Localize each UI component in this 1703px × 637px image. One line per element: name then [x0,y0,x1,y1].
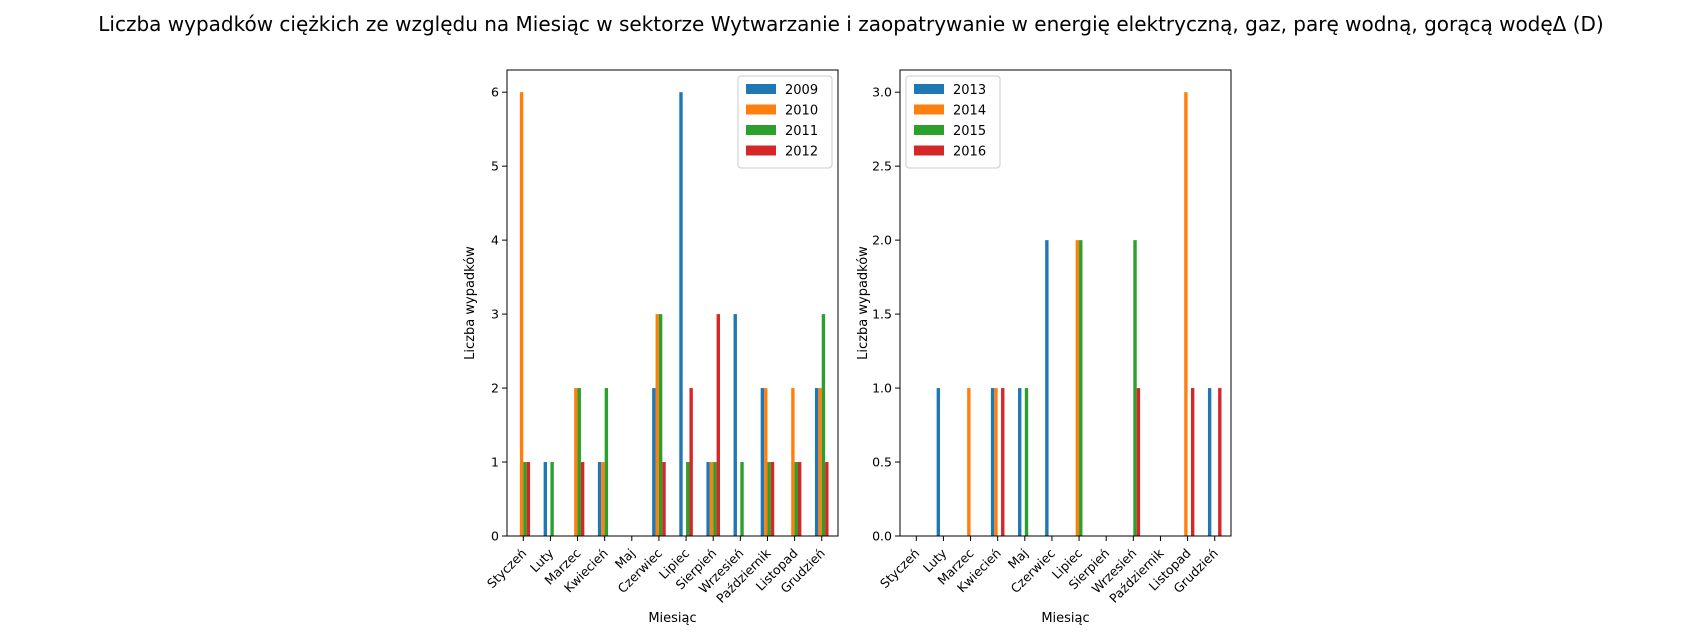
legend-label-2016: 2016 [953,145,986,160]
legend-swatch-2010 [746,104,776,115]
figure-title: Liczba wypadków ciężkich ze względu na M… [98,12,1603,36]
legend-swatch-2016 [914,145,944,156]
bar-2010-Listopad [791,388,795,536]
bar-2014-Listopad [1184,92,1188,536]
bar-2012-Marzec [580,462,585,536]
bar-2009-Październik [760,388,765,536]
legend: 2013 2014 2015 2016 [905,75,1001,169]
bar-2012-Grudzień [825,462,829,536]
plot-frame [899,69,1232,537]
bar-2010-Czerwiec [655,314,659,536]
bar-2011-Marzec [577,388,581,536]
legend-swatch-2009 [746,84,776,94]
legend: 2009 2010 2011 2012 [737,75,833,169]
bar-2010-Grudzień [818,388,822,536]
y-tick-label: 5 [491,159,499,174]
bar-2016-Listopad [1190,388,1195,536]
y-tick-label: 1.5 [872,307,892,322]
bar-2012-Sierpień [716,314,720,536]
bar-2013-Kwiecień [990,388,995,536]
legend-label-2014: 2014 [953,104,986,119]
y-tick-label: 1.0 [872,381,892,396]
legend-swatch-2015 [914,125,944,135]
bar-2013-Czerwiec [1045,240,1049,536]
y-tick-label: 6 [491,85,499,100]
bar-2015-Wrzesień [1133,240,1137,536]
x-axis-label: Miesiąc [648,611,696,626]
y-axis: 0 1 2 3 4 5 6 [491,85,507,544]
y-tick-label: 2.0 [872,233,892,248]
bar-2011-Listopad [794,462,798,536]
bar-2011-Luty [550,462,554,536]
plot-frame [506,69,839,537]
bar-2011-Grudzień [821,314,826,536]
legend-label-2010: 2010 [785,104,818,119]
bar-2016-Grudzień [1218,388,1222,536]
legend-swatch-2013 [914,84,944,94]
legend-label-2012: 2012 [785,145,818,160]
bar-2009-Kwiecień [597,462,602,536]
bar-2009-Lipiec [679,92,683,536]
bar-2009-Sierpień [706,462,710,536]
bar-2011-Kwiecień [604,388,609,536]
bar-2016-Kwiecień [1001,388,1005,536]
bar-2011-Październik [767,462,771,536]
y-tick-label: 0 [491,529,499,544]
legend-box [737,75,833,169]
bar-2014-Marzec [967,388,971,536]
y-tick-label: 2 [491,381,499,396]
bar-2013-Maj [1018,388,1022,536]
bar-2012-Styczeń [526,462,531,536]
legend-label-2009: 2009 [785,83,818,98]
bar-2010-Styczeń [519,92,524,536]
y-tick-label: 3.0 [872,85,892,100]
bar-2011-Lipiec [686,462,690,536]
bar-2015-Maj [1024,388,1029,536]
y-tick-label: 3 [491,307,499,322]
bar-2009-Grudzień [814,388,819,536]
bar-2010-Sierpień [709,462,714,536]
bars [519,92,829,536]
y-axis: 0.0 0.5 1.0 1.5 2.0 2.5 3.0 [872,85,900,544]
x-axis-label: Miesiąc [1041,611,1089,626]
y-axis-label: Liczba wypadków [856,246,871,360]
bar-2011-Styczeń [523,462,527,536]
bar-2013-Luty [936,388,941,536]
bar-2011-Sierpień [713,462,717,536]
bar-2011-Wrzesień [740,462,744,536]
y-tick-label: 4 [491,233,499,248]
bar-2013-Grudzień [1207,388,1212,536]
bar-2010-Kwiecień [601,462,605,536]
y-tick-label: 1 [491,455,499,470]
legend-swatch-2011 [746,125,776,135]
legend-label-2013: 2013 [953,83,986,98]
y-tick-label: 0.5 [872,455,892,470]
legend-label-2015: 2015 [953,124,986,139]
bar-2014-Kwiecień [994,388,998,536]
legend-label-2011: 2011 [785,124,818,139]
bar-2016-Wrzesień [1136,388,1141,536]
legend-box [905,75,1001,169]
bar-2014-Lipiec [1075,240,1080,536]
bar-2012-Październik [770,462,775,536]
legend-swatch-2014 [914,104,944,115]
bar-2009-Luty [543,462,548,536]
bar-2010-Październik [764,388,768,536]
bar-2012-Lipiec [689,388,693,536]
bar-2012-Czerwiec [662,462,666,536]
bars [936,92,1222,536]
bar-2015-Lipiec [1079,240,1083,536]
bar-2011-Czerwiec [658,314,663,536]
bar-2009-Czerwiec [652,388,656,536]
legend-swatch-2012 [746,145,776,156]
y-tick-label: 2.5 [872,159,892,174]
y-axis-label: Liczba wypadków [463,246,478,360]
y-tick-label: 0.0 [872,529,892,544]
bar-2010-Marzec [574,388,578,536]
bar-2009-Wrzesień [733,314,737,536]
bar-2012-Listopad [797,462,802,536]
